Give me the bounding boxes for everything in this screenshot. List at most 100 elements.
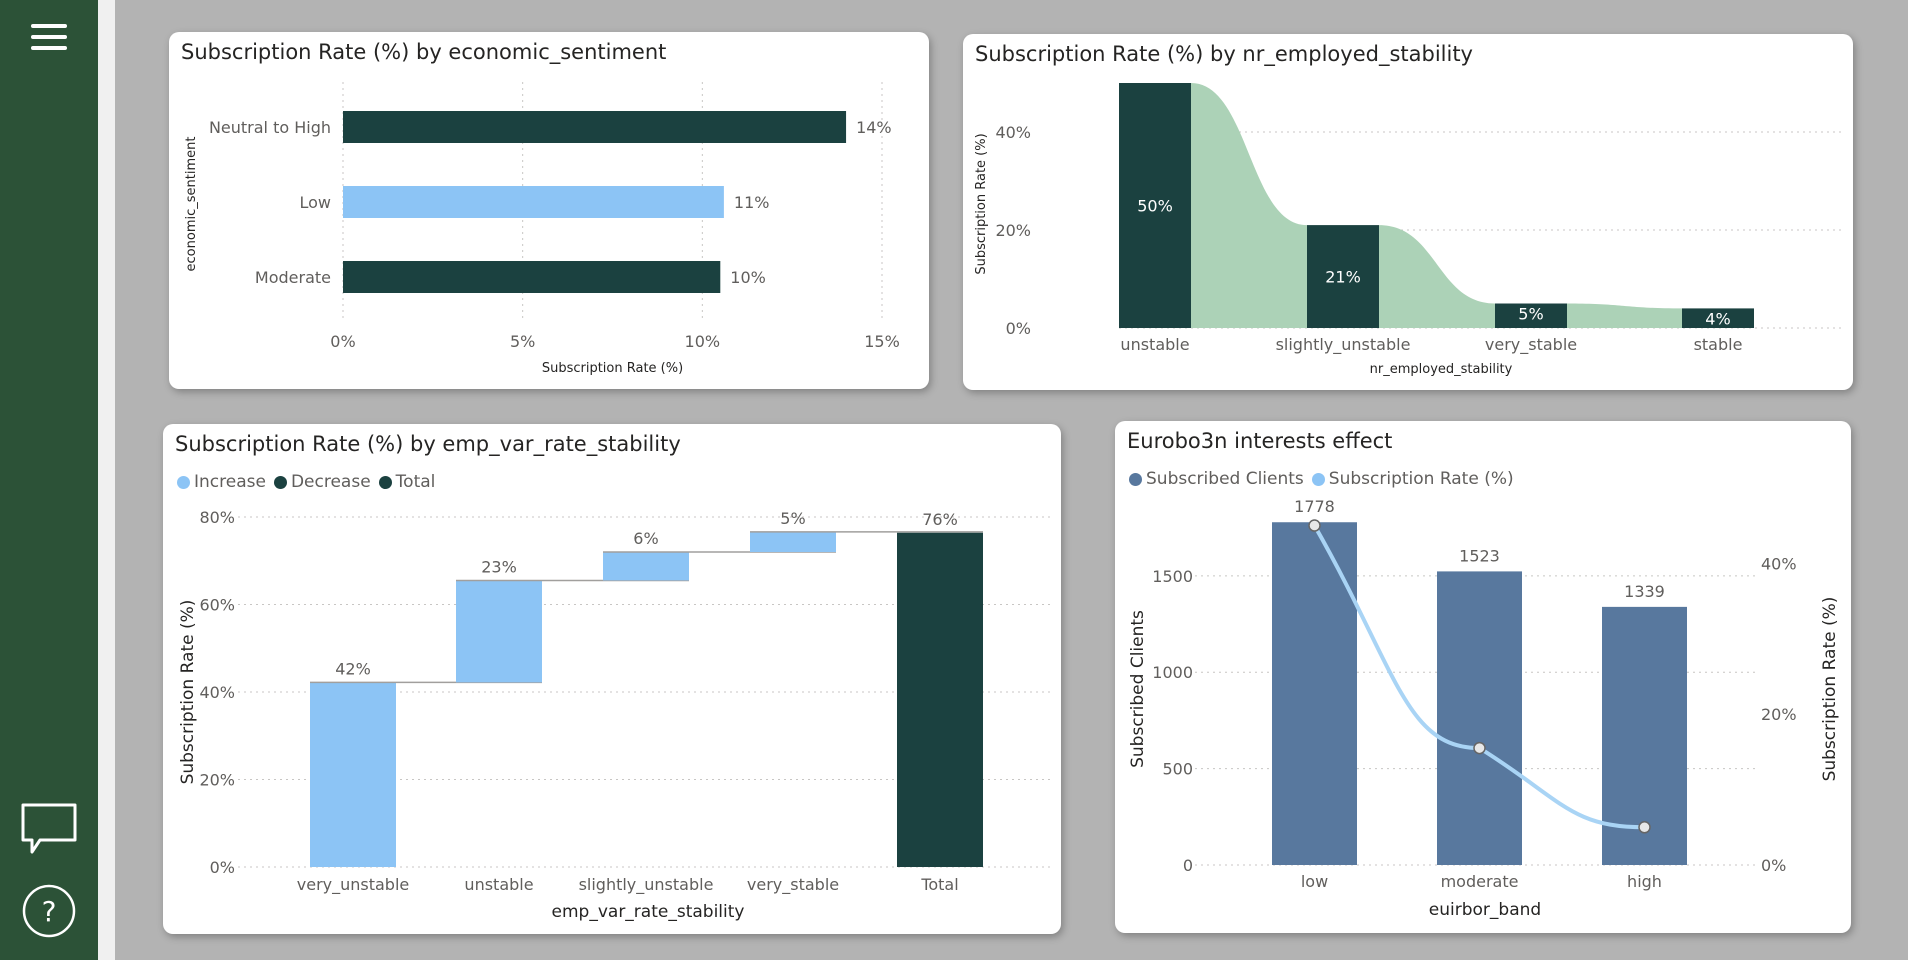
line-marker <box>1308 519 1321 532</box>
bar <box>310 682 396 867</box>
bar <box>603 552 689 581</box>
y-category-label: Moderate <box>255 268 331 287</box>
y-tick-label: 1000 <box>1152 663 1193 682</box>
ribbon <box>1567 303 1682 328</box>
x-category-label: slightly_unstable <box>1276 335 1411 355</box>
y-tick-label: 20% <box>995 221 1031 240</box>
y-tick-label: 0% <box>1006 319 1031 338</box>
bar <box>1437 571 1522 865</box>
data-label: 5% <box>780 509 805 528</box>
legend-dot <box>378 475 392 489</box>
data-label: 6% <box>633 529 658 548</box>
bar <box>343 186 724 218</box>
y2-tick-label: 0% <box>1761 856 1786 875</box>
y-tick-label: 0% <box>210 858 235 877</box>
legend-item-increase[interactable]: Increase <box>177 472 266 492</box>
ribbon <box>1379 225 1495 328</box>
data-label: 1523 <box>1459 546 1500 565</box>
ribbon <box>1191 83 1307 328</box>
bar <box>343 261 721 293</box>
y-axis-title: Subscription Rate (%) <box>178 600 198 785</box>
legend-dot <box>1129 472 1142 486</box>
data-label: 23% <box>481 557 517 576</box>
legend-item-decrease[interactable]: Decrease <box>273 472 371 492</box>
euribor-interests-card[interactable]: Eurobo3n interests effect Subscribed Cli… <box>1115 421 1851 933</box>
legend-item-subscribed-clients[interactable]: Subscribed Clients <box>1129 469 1304 489</box>
x-tick-label: 0% <box>330 332 355 351</box>
bar <box>1682 308 1754 328</box>
y-tick-label: 60% <box>199 596 235 615</box>
y2-tick-label: 20% <box>1761 705 1797 724</box>
y-tick-label: 20% <box>199 771 235 790</box>
speech-bubble-icon[interactable] <box>0 802 98 856</box>
data-label: 4% <box>1705 309 1730 328</box>
data-label: 42% <box>335 659 371 678</box>
y-axis-title: Subscription Rate (%) <box>974 133 989 274</box>
legend-item-subscription-rate[interactable]: Subscription Rate (%) <box>1311 469 1514 489</box>
legend-item-total[interactable]: Total <box>378 472 436 492</box>
bar <box>1272 522 1357 865</box>
x-category-label: moderate <box>1441 872 1519 891</box>
y-tick-label: 0 <box>1183 856 1193 875</box>
bar <box>1495 303 1567 328</box>
x-category-label: very_stable <box>747 875 839 895</box>
x-axis-title: emp_var_rate_stability <box>552 902 745 922</box>
help-question-icon[interactable]: ? <box>0 883 98 939</box>
card-title: Subscription Rate (%) by economic_sentim… <box>181 40 667 64</box>
canvas-edge <box>98 0 115 960</box>
data-label: 21% <box>1325 268 1361 287</box>
hamburger-menu-icon-graphic <box>31 24 67 50</box>
card-title: Subscription Rate (%) by nr_employed_sta… <box>975 42 1473 66</box>
data-label: 76% <box>922 510 958 529</box>
help-circle <box>22 884 76 938</box>
bar <box>750 531 836 552</box>
economic-sentiment-card[interactable]: Subscription Rate (%) by economic_sentim… <box>169 32 929 389</box>
data-label: 1778 <box>1294 497 1335 516</box>
data-label: 5% <box>1518 305 1543 324</box>
x-category-label: unstable <box>464 875 533 894</box>
x-category-label: very_stable <box>1485 335 1577 355</box>
y2-tick-label: 40% <box>1761 554 1797 573</box>
nr-employed-stability-card[interactable]: Subscription Rate (%) by nr_employed_sta… <box>963 34 1853 390</box>
x-tick-label: 10% <box>685 332 721 351</box>
y-tick-label: 500 <box>1162 760 1193 779</box>
legend-dot <box>177 475 190 489</box>
line-marker <box>1473 741 1486 755</box>
card-title: Eurobo3n interests effect <box>1127 429 1393 453</box>
hamburger-menu-icon[interactable] <box>0 22 98 52</box>
speech-bubble-icon-graphic <box>21 803 77 854</box>
navigation-sidebar: ? <box>0 0 98 960</box>
y-tick-label: 40% <box>995 123 1031 142</box>
x-category-label: high <box>1627 872 1662 891</box>
bar <box>1119 83 1191 328</box>
emp-var-rate-stability-card[interactable]: Subscription Rate (%) by emp_var_rate_st… <box>163 424 1061 934</box>
legend-label: Increase <box>194 472 266 492</box>
economic-sentiment-bar-chart: 0% 5% 10% 15% Neutral to High 14% Low 11% Modera… <box>184 82 900 376</box>
x-category-label: unstable <box>1120 335 1189 354</box>
legend-label: Total <box>395 472 436 492</box>
waterfall-legend: Increase Decrease Total <box>177 472 443 492</box>
legend-label: Subscribed Clients <box>1146 469 1304 489</box>
euribor-combo-chart: 0 500 1000 1500 0% 20% 40% 1778 low 1523 moderate 1… <box>1128 497 1840 920</box>
nr-employed-stability-ribbon-chart: 0% 20% 40% 50% unstable 21% slightly_unstable 5… <box>974 83 1843 377</box>
x-category-label: Total <box>920 875 958 894</box>
x-category-label: stable <box>1694 335 1743 354</box>
y2-axis-title: Subscription Rate (%) <box>1820 597 1840 782</box>
data-label: 10% <box>730 268 766 287</box>
y-axis-title: Subscribed Clients <box>1128 610 1148 768</box>
bar <box>343 111 847 143</box>
data-label: 11% <box>734 193 770 212</box>
legend-label: Subscription Rate (%) <box>1328 469 1514 489</box>
y-category-label: Neutral to High <box>209 118 331 137</box>
data-label: 1339 <box>1624 582 1665 601</box>
y-tick-label: 40% <box>199 683 235 702</box>
combo-legend: Subscribed Clients Subscription Rate (%) <box>1129 469 1522 489</box>
card-title: Subscription Rate (%) by emp_var_rate_st… <box>175 432 681 456</box>
y-axis-title: economic_sentiment <box>184 137 199 272</box>
y-tick-label: 80% <box>199 508 235 527</box>
legend-dot <box>273 475 287 489</box>
x-category-label: very_unstable <box>297 875 410 895</box>
x-category-label: slightly_unstable <box>579 875 714 895</box>
help-glyph: ? <box>42 895 57 928</box>
y-category-label: Low <box>299 193 331 212</box>
